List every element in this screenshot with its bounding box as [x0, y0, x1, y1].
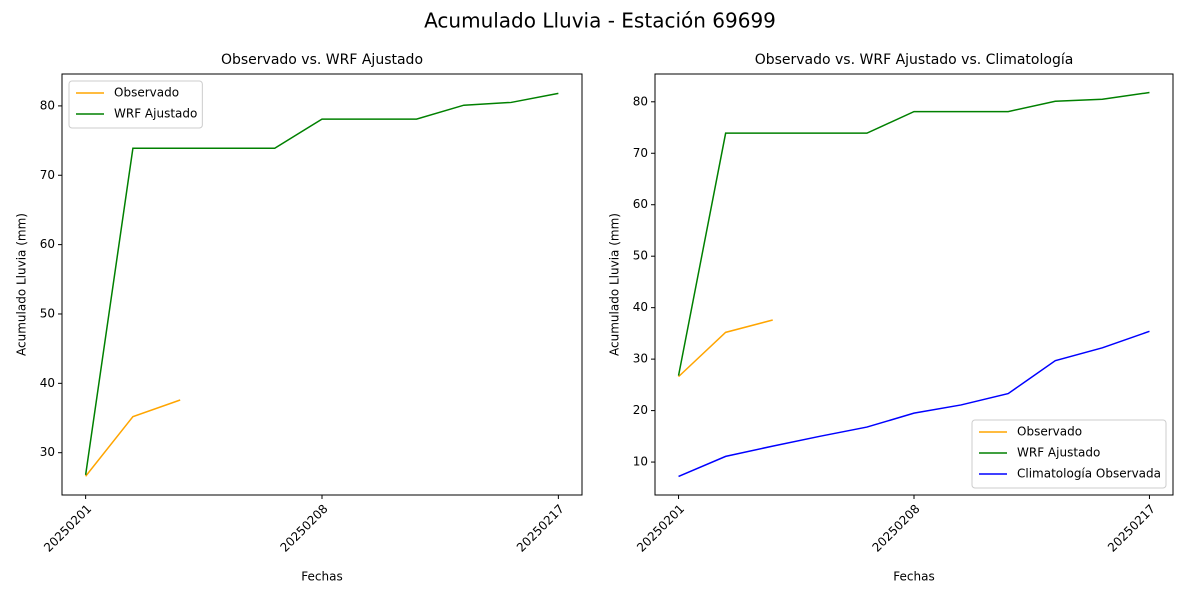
- y-tick-label: 80: [40, 98, 55, 112]
- y-tick-label: 70: [633, 146, 648, 160]
- y-tick-label: 60: [633, 197, 648, 211]
- y-axis-label: Acumulado Lluvia (mm): [15, 213, 29, 356]
- series-line: [678, 319, 773, 378]
- legend: Observado WRF Ajustado: [68, 80, 203, 129]
- x-tick-label: 20250217: [514, 502, 567, 555]
- x-tick-label: 20250201: [41, 502, 94, 555]
- x-tick-label: 20250201: [634, 502, 687, 555]
- y-tick-label: 60: [40, 237, 55, 251]
- y-tick-label: 40: [40, 376, 55, 390]
- plot-frame: [61, 73, 583, 496]
- plot-frame: [654, 73, 1174, 496]
- legend-label: Observado: [1017, 425, 1082, 439]
- subplot-title: Observado vs. WRF Ajustado: [221, 52, 423, 68]
- y-tick-label: 20: [633, 403, 648, 417]
- legend-label: WRF Ajustado: [114, 107, 197, 121]
- x-tick-label: 20250208: [870, 502, 923, 555]
- x-axis-label: Fechas: [301, 570, 342, 584]
- y-tick-label: 30: [633, 352, 648, 366]
- series-line: [678, 330, 1150, 478]
- legend-label: Observado: [114, 86, 179, 100]
- subplot-title: Observado vs. WRF Ajustado vs. Climatolo…: [755, 52, 1074, 68]
- y-tick-label: 50: [633, 249, 648, 263]
- series-line: [85, 399, 181, 477]
- legend-label: WRF Ajustado: [1017, 446, 1100, 460]
- y-tick-label: 50: [40, 306, 55, 320]
- x-tick-label: 20250217: [1105, 502, 1158, 555]
- y-axis-label: Acumulado Lluvia (mm): [608, 213, 622, 356]
- x-tick-label: 20250208: [278, 502, 331, 555]
- y-tick-label: 80: [633, 94, 648, 108]
- legend-box: [971, 419, 1167, 489]
- y-tick-label: 10: [633, 455, 648, 469]
- x-axis-label: Fechas: [893, 570, 934, 584]
- figure-title: Acumulado Lluvia - Estación 69699: [424, 9, 776, 33]
- y-tick-label: 70: [40, 168, 55, 182]
- y-tick-label: 40: [633, 300, 648, 314]
- series-line: [677, 91, 1150, 376]
- legend: Observado WRF Ajustado Climatología Observ…: [971, 419, 1167, 489]
- series-line: [84, 92, 559, 475]
- y-tick-label: 30: [40, 445, 55, 459]
- legend-label: Climatología Observada: [1017, 467, 1161, 481]
